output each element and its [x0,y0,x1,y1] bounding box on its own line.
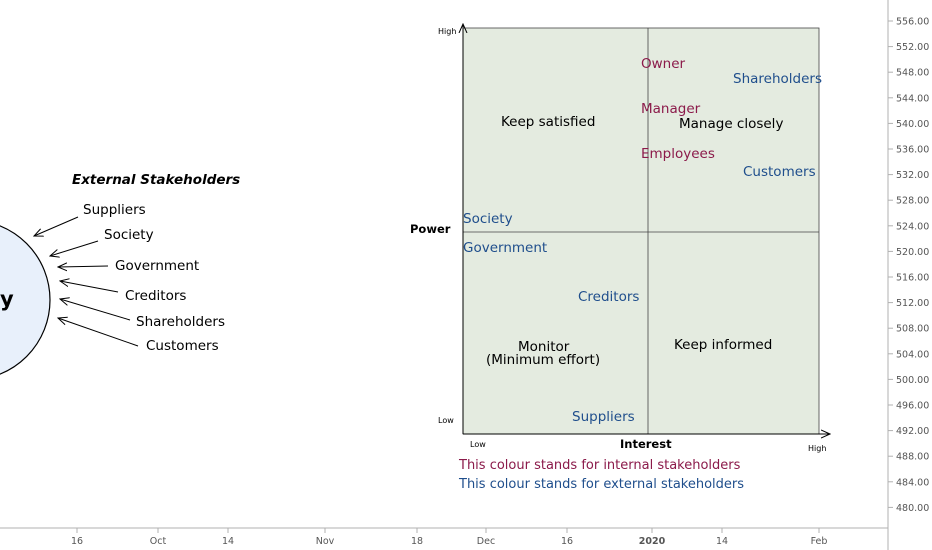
stakeholder-customers: Customers [743,164,816,180]
stakeholder-employees: Employees [641,146,715,162]
y-axis-low: Low [438,416,454,425]
external-item-society: Society [104,227,154,243]
matrix-area [462,27,820,435]
price-tick-label: 480.00 [896,503,929,514]
price-tick-label: 548.00 [896,68,929,79]
time-tick-label: 2020 [639,536,666,547]
time-tick-label: 14 [716,536,728,547]
price-tick-label: 536.00 [896,145,929,156]
time-tick-label: Nov [316,536,335,547]
price-tick-label: 488.00 [896,452,929,463]
company-label: y [0,287,14,311]
price-tick-label: 532.00 [896,170,929,181]
time-axis[interactable]: 16 Oct 14 Nov 18 Dec 16 2020 14 Feb [0,527,888,547]
price-tick-label: 528.00 [896,196,929,207]
price-tick-label: 508.00 [896,324,929,335]
price-tick-label: 556.00 [896,17,929,28]
arrow-government [58,266,109,267]
time-tick-label: Dec [477,536,495,547]
time-tick-label: 18 [411,536,423,547]
quadrant-keep-satisfied: Keep satisfied [501,114,595,130]
company-circle [0,225,51,375]
price-tick-label: 544.00 [896,93,929,104]
price-tick-label: 516.00 [896,273,929,284]
quadrant-keep-informed: Keep informed [674,337,772,353]
power-interest-matrix: High Low Power Low High Interest Keep sa… [410,24,830,492]
price-tick-label: 540.00 [896,119,929,130]
external-stakeholders-diagram: y External Stakeholders Suppliers Societ… [0,172,240,375]
arrow-society [50,240,99,256]
price-tick-label: 552.00 [896,42,929,53]
arrow-suppliers [34,216,79,236]
external-item-creditors: Creditors [125,288,186,304]
price-tick-label: 492.00 [896,426,929,437]
price-tick-label: 520.00 [896,247,929,258]
time-tick-label: 16 [561,536,573,547]
external-item-shareholders: Shareholders [136,314,225,330]
arrow-shareholders [60,299,131,321]
price-axis[interactable]: 556.00 552.00 548.00 544.00 540.00 536.00 532.… [887,0,929,550]
external-item-government: Government [115,258,199,274]
stakeholder-manager: Manager [641,101,701,117]
arrow-customers [58,318,139,347]
time-tick-label: Feb [811,536,828,547]
time-tick-label: 16 [71,536,83,547]
time-tick-label: Oct [150,536,167,547]
x-axis-low: Low [470,440,486,449]
stakeholder-suppliers: Suppliers [572,409,635,425]
x-axis-label: Interest [620,437,672,451]
stakeholder-shareholders: Shareholders [733,71,822,87]
stakeholder-owner: Owner [641,56,686,72]
x-axis-high: High [808,444,826,453]
price-tick-label: 504.00 [896,349,929,360]
stakeholder-society: Society [463,211,513,227]
external-stakeholders-title: External Stakeholders [72,172,240,188]
y-axis-label: Power [410,222,451,236]
external-item-customers: Customers [146,338,219,354]
quadrant-monitor: Monitor [518,339,570,355]
stakeholder-creditors: Creditors [578,289,639,305]
y-axis-high: High [438,27,456,36]
price-tick-label: 512.00 [896,298,929,309]
time-tick-label: 14 [222,536,234,547]
legend-internal: This colour stands for internal stakehol… [458,458,741,473]
price-tick-label: 496.00 [896,401,929,412]
arrow-creditors [60,281,119,293]
price-tick-label: 484.00 [896,477,929,488]
external-item-suppliers: Suppliers [83,202,146,218]
stakeholder-government: Government [463,240,547,256]
price-tick-label: 524.00 [896,221,929,232]
legend-external: This colour stands for external stakehol… [458,477,744,492]
quadrant-minimum-effort: (Minimum effort) [486,352,600,368]
quadrant-manage-closely: Manage closely [679,116,783,132]
price-tick-label: 500.00 [896,375,929,386]
